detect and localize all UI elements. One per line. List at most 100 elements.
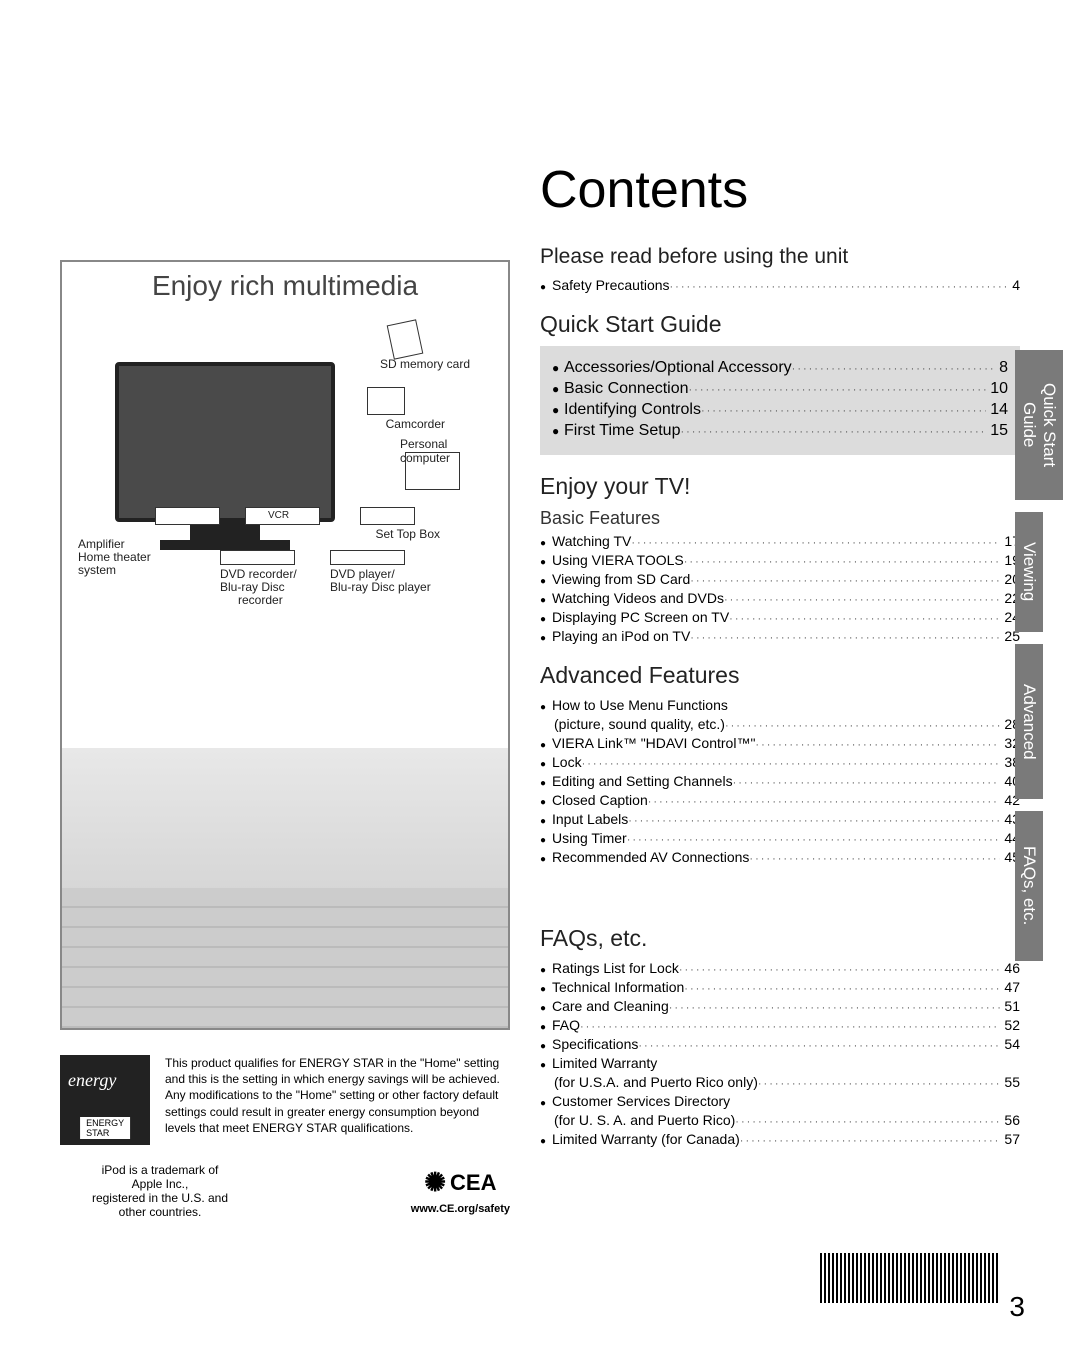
bullet-icon (540, 552, 552, 568)
toc-label: Watching Videos and DVDs (552, 590, 724, 606)
toc-line: Recommended AV Connections45 (540, 849, 1020, 865)
toc-line: Editing and Setting Channels40 (540, 773, 1020, 789)
toc-label: Using VIERA TOOLS (552, 552, 684, 568)
toc-line: Ratings List for Lock46 (540, 960, 1020, 976)
toc-line: Accessories/Optional Accessory8 (552, 359, 1008, 377)
bullet-icon (540, 998, 552, 1014)
toc-dots (724, 590, 1000, 606)
toc-label: Using Timer (552, 830, 627, 846)
toc-label: Editing and Setting Channels (552, 773, 733, 789)
toc-dots (740, 1131, 1001, 1147)
bullet-icon (540, 830, 552, 846)
stb-icon (360, 507, 415, 525)
tab-faqs[interactable]: FAQs, etc. (1015, 811, 1043, 961)
bullet-icon (552, 380, 564, 398)
right-column: Contents Please read before using the un… (540, 160, 1020, 1313)
toc-label: FAQ (552, 1017, 580, 1033)
bullet-icon (540, 792, 552, 808)
toc-line: Technical Information47 (540, 979, 1020, 995)
toc-line: Viewing from SD Card20 (540, 571, 1020, 587)
amp-l3: system (78, 563, 116, 577)
bullet-icon (552, 401, 564, 419)
dvdp-icon (330, 550, 405, 565)
toc-line: Customer Services Directory (540, 1093, 1020, 1109)
toc-label: Displaying PC Screen on TV (552, 609, 729, 625)
toc-line: Watching TV17 (540, 533, 1020, 549)
toc-label: Limited Warranty (552, 1055, 657, 1071)
toc-dots (749, 849, 1000, 865)
toc-label: Customer Services Directory (552, 1093, 730, 1109)
toc-page: 4 (1008, 277, 1020, 293)
toc-label: Identifying Controls (564, 401, 701, 419)
toc-line: VIERA Link™ "HDAVI Control™"32 (540, 735, 1020, 751)
bullet-icon (552, 422, 564, 440)
toc-dots (638, 1036, 1000, 1052)
bullet-icon (540, 960, 552, 976)
page: Enjoy rich multimedia SD memory card Cam… (0, 0, 1080, 1353)
bullet-icon (540, 277, 552, 293)
toc-sublabel: (for U. S. A. and Puerto Rico) (554, 1112, 735, 1128)
vcr-label: VCR (268, 510, 289, 521)
toc-dots (792, 359, 995, 377)
diagram-devices: SD memory card Camcorder Personal comput… (70, 312, 500, 612)
bullet-icon (540, 533, 552, 549)
bullet-icon (540, 735, 552, 751)
toc-label: Accessories/Optional Accessory (564, 359, 792, 377)
toc-label: VIERA Link™ "HDAVI Control™" (552, 735, 755, 751)
toc-line: Specifications54 (540, 1036, 1020, 1052)
toc-dots (680, 422, 986, 440)
toc-label: Playing an iPod on TV (552, 628, 690, 644)
dvdr-l3: recorder (238, 593, 283, 607)
left-column: Enjoy rich multimedia SD memory card Cam… (60, 160, 510, 1313)
toc-line: How to Use Menu Functions (540, 697, 1020, 713)
tab-advanced[interactable]: Advanced (1015, 644, 1043, 799)
basic-subheader: Basic Features (540, 508, 1020, 529)
basic-list: Watching TV17 Using VIERA TOOLS19 Viewing … (540, 533, 1020, 644)
toc-label: How to Use Menu Functions (552, 697, 728, 713)
toc-dots (690, 628, 1000, 644)
bullet-icon (540, 628, 552, 644)
bullet-icon (552, 359, 564, 377)
toc-dots (684, 552, 1001, 568)
toc-line: Identifying Controls14 (552, 401, 1008, 419)
faq-list: Ratings List for Lock46 Technical Informa… (540, 960, 1020, 1147)
tab-viewing[interactable]: Viewing (1015, 512, 1043, 632)
toc-line: Limited Warranty (for Canada)57 (540, 1131, 1020, 1147)
toc-subline: (picture, sound quality, etc.)28 (554, 716, 1020, 732)
toc-dots (725, 716, 1000, 732)
page-number: 3 (1009, 1291, 1025, 1323)
toc-label: Watching TV (552, 533, 631, 549)
camcorder-icon (367, 387, 405, 415)
bullet-icon (540, 1036, 552, 1052)
toc-line: Using VIERA TOOLS19 (540, 552, 1020, 568)
amp-l2: Home theater (78, 550, 151, 564)
toc-line: Watching Videos and DVDs22 (540, 590, 1020, 606)
toc-sublabel: (for U.S.A. and Puerto Rico only) (554, 1074, 758, 1090)
toc-dots (689, 380, 987, 398)
toc-line: Displaying PC Screen on TV24 (540, 609, 1020, 625)
tab-quick-start[interactable]: Quick Start Guide (1015, 350, 1063, 500)
read-before-header: Please read before using the unit (540, 245, 1020, 269)
toc-dots (735, 1112, 1000, 1128)
camcorder-label: Camcorder (386, 417, 445, 431)
toc-subline: (for U.S.A. and Puerto Rico only)55 (554, 1074, 1020, 1090)
toc-label: Recommended AV Connections (552, 849, 749, 865)
room-photo (62, 748, 508, 1028)
toc-label: Technical Information (552, 979, 684, 995)
contents-title: Contents (540, 160, 1020, 220)
toc-label: Safety Precautions (552, 277, 670, 293)
bullet-icon (540, 590, 552, 606)
toc-line: Playing an iPod on TV25 (540, 628, 1020, 644)
bullet-icon (540, 571, 552, 587)
ipod-trademark: iPod is a trademark of Apple Inc., regis… (60, 1163, 260, 1219)
qsg-box: Accessories/Optional Accessory8Basic Con… (540, 346, 1020, 455)
sd-card-icon (387, 319, 424, 359)
toc-safety: Safety Precautions 4 (540, 277, 1020, 293)
dvdr-l2: Blu-ray Disc (220, 580, 285, 594)
cea-url: www.CE.org/safety (411, 1203, 510, 1215)
energy-script: energy (68, 1070, 116, 1091)
sd-label: SD memory card (380, 357, 470, 371)
toc-sublabel: (picture, sound quality, etc.) (554, 716, 725, 732)
bullet-icon (540, 609, 552, 625)
side-tabs: Quick Start Guide Viewing Advanced FAQs,… (1015, 350, 1045, 973)
